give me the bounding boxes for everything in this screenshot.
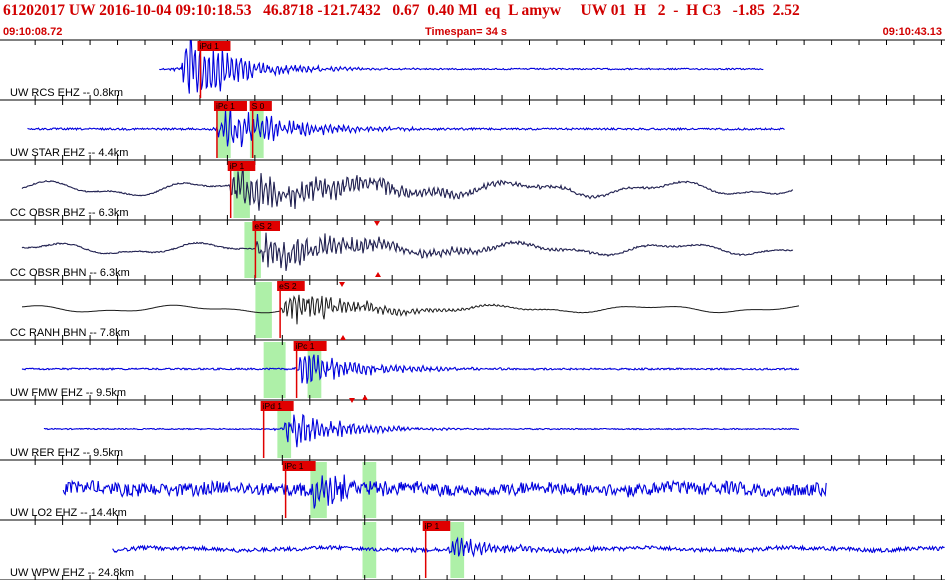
timespan-label: Timespan= 34 s — [425, 26, 508, 38]
waveform-trace — [21, 354, 800, 384]
pick-window — [450, 522, 465, 578]
trace-label: UW LO2 EHZ -- 14.4km — [10, 507, 127, 519]
waveform-trace — [159, 40, 764, 94]
phase-pick-flag: iPd 1 — [197, 41, 231, 51]
pick-window — [277, 402, 292, 458]
phase-pick-label: iP 1 — [230, 161, 245, 171]
trace-label: UW STAR EHZ -- 4.4km — [10, 147, 128, 159]
waveform-trace — [21, 164, 794, 211]
phase-pick-box — [277, 281, 305, 291]
phase-pick-label: eS 2 — [279, 281, 297, 291]
amplitude-marker-icon — [349, 398, 355, 403]
time-end-label: 09:10:43.13 — [882, 26, 942, 38]
phase-pick-flag: eS 2 — [252, 221, 281, 231]
trace-label: UW RER EHZ -- 9.5km — [10, 447, 123, 459]
waveform-trace — [43, 413, 799, 448]
pick-window — [255, 282, 272, 338]
amplitude-marker-icon — [340, 335, 346, 340]
waveform-trace — [21, 232, 794, 271]
waveform-trace — [27, 105, 785, 148]
phase-pick-box — [293, 341, 327, 351]
time-start-label: 09:10:08.72 — [3, 26, 63, 38]
phase-pick-label: iPd 1 — [199, 41, 219, 51]
phase-pick-flag: iPc 1 — [213, 101, 247, 111]
amplitude-marker-icon — [375, 272, 381, 277]
trace-label: CC OBSR BHZ -- 6.3km — [10, 207, 129, 219]
phase-pick-flag: S 0 — [249, 101, 272, 111]
phase-pick-label: iP 1 — [425, 521, 440, 531]
phase-pick-box — [422, 521, 451, 531]
phase-pick-box — [227, 161, 256, 171]
phase-pick-label: iPd 1 — [263, 401, 283, 411]
amplitude-marker-icon — [362, 395, 368, 400]
phase-pick-flag: eS 2 — [277, 281, 305, 291]
phase-pick-flag: iPd 1 — [260, 401, 294, 411]
trace-label: UW WPW EHZ -- 24.8km — [10, 567, 134, 579]
waveform-trace — [62, 474, 827, 509]
phase-pick-box — [260, 401, 294, 411]
phase-pick-label: iPc 1 — [296, 341, 315, 351]
phase-pick-flag: iP 1 — [422, 521, 451, 531]
waveform-trace — [21, 294, 800, 325]
phase-pick-box — [197, 41, 231, 51]
amplitude-marker-icon — [339, 282, 345, 287]
phase-pick-box — [249, 101, 272, 111]
trace-label: UW RCS EHZ -- 0.8km — [10, 87, 123, 99]
amplitude-marker-icon — [374, 221, 380, 226]
event-title: 61202017 UW 2016-10-04 09:10:18.53 46.87… — [3, 2, 800, 19]
phase-pick-flag: iP 1 — [227, 161, 256, 171]
trace-label: UW FMW EHZ -- 9.5km — [10, 387, 126, 399]
trace-label: CC OBSR BHN -- 6.3km — [10, 267, 130, 279]
phase-pick-box — [213, 101, 247, 111]
phase-pick-flag: iPc 1 — [282, 461, 316, 471]
event-header: 61202017 UW 2016-10-04 09:10:18.53 46.87… — [0, 0, 945, 24]
phase-pick-label: iPc 1 — [216, 101, 235, 111]
pick-window — [263, 342, 286, 398]
pick-window — [244, 222, 261, 278]
phase-pick-label: iPc 1 — [285, 461, 304, 471]
phase-pick-box — [252, 221, 281, 231]
phase-pick-box — [282, 461, 316, 471]
waveform-trace — [112, 536, 945, 558]
phase-pick-label: S 0 — [252, 101, 265, 111]
phase-pick-flag: iPc 1 — [293, 341, 327, 351]
phase-pick-label: eS 2 — [254, 221, 272, 231]
trace-label: CC RANH BHN -- 7.8km — [10, 327, 130, 339]
